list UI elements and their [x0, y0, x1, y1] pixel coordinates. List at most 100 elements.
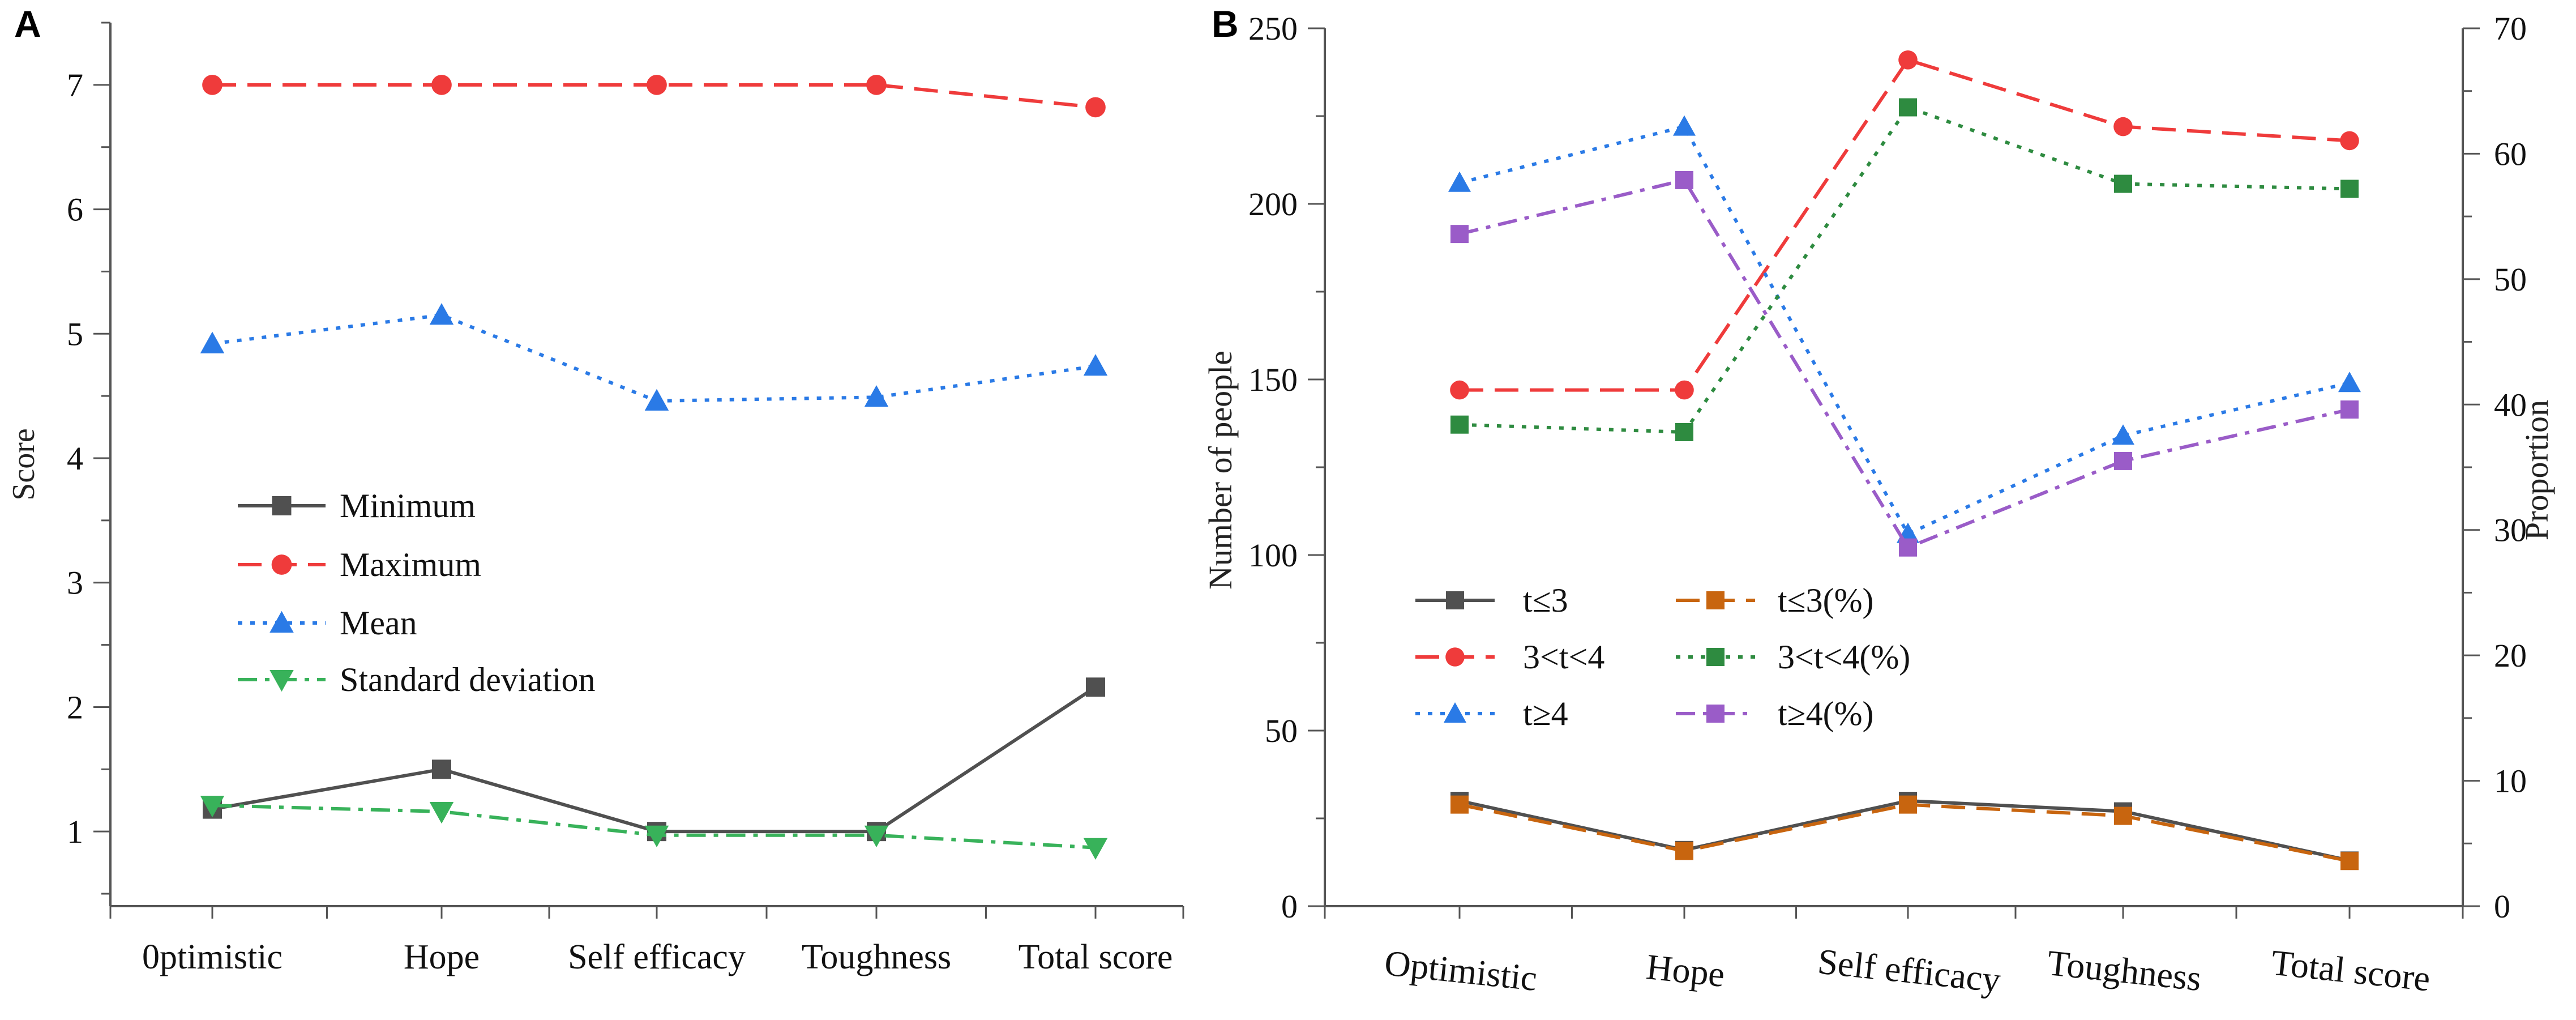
- legend-swatch-marker: [1706, 648, 1725, 666]
- panel-a-y-tick-label: 7: [67, 67, 83, 104]
- panel-b-x-label-total-score: Total score: [2269, 942, 2432, 999]
- panel-b-series-3lttlt4-point-5: [2340, 131, 2359, 151]
- panel-b-y2-tick-label: 10: [2494, 763, 2527, 800]
- panel-a-series-standard-deviation-point-1: [200, 796, 225, 818]
- panel-b-series-tle3-pct-point-1: [1450, 795, 1469, 814]
- panel-b-series-tge4-point-1: [1448, 171, 1471, 192]
- legend-swatch-marker: [271, 554, 292, 575]
- panel-b-legend-item-3lttlt4-pct: 3<t<4(%): [1778, 638, 1910, 676]
- panel-b-legend: t≤3 3<t<4 t≥4 t≤3(%) 3<t<4(%) t≥4(%): [1415, 582, 1910, 732]
- panel-b-series-3lttlt4-point-4: [2113, 117, 2133, 136]
- legend-swatch-marker: [1446, 591, 1464, 609]
- panel-b-y-tick-label: 100: [1248, 537, 1298, 574]
- panel-a-series-standard-deviation-point-2: [429, 802, 454, 824]
- legend-swatch-marker: [269, 611, 294, 633]
- panel-a-series-maximum-point-4: [866, 75, 887, 95]
- panel-b-x-label-hope: Hope: [1645, 946, 1727, 995]
- panel-a-y-tick-label: 4: [67, 440, 83, 477]
- panel-b-series-tle3-pct-point-4: [2114, 806, 2132, 825]
- panel-a-legend: Minimum Maximum Mean Standard deviation: [238, 487, 596, 698]
- panel-b-series-tge4-pct-point-2: [1675, 170, 1693, 189]
- panel-a-legend-item-minimum: Minimum: [340, 487, 476, 524]
- legend-swatch-marker: [1706, 591, 1725, 609]
- panel-b-series-tge4-point-4: [2112, 424, 2134, 445]
- panel-a-x-label-0ptimistic: 0ptimistic: [142, 938, 283, 976]
- panel-b-series-tge4-point-5: [2338, 372, 2361, 392]
- legend-swatch-marker: [1444, 702, 1466, 723]
- panel-b-y-title: Number of people: [1202, 351, 1239, 590]
- panel-b-series-tle3-pct-point-5: [2340, 852, 2359, 870]
- panel-b-legend-item-tge4-pct: t≥4(%): [1778, 695, 1874, 732]
- panel-a-series-maximum-point-3: [647, 75, 667, 95]
- panel-a-y-tick-label: 5: [67, 315, 83, 352]
- panel-b-y-tick-label: 200: [1248, 186, 1298, 223]
- panel-b-series-tge4-pct-point-1: [1450, 225, 1469, 244]
- panel-a-series-mean-point-1: [200, 331, 225, 353]
- panel-b-series-tle3-pct-point-3: [1899, 795, 1917, 814]
- panel-b-series-3lttlt4-pct-point-3: [1899, 98, 1917, 117]
- panel-a-series-mean-line: [212, 313, 1096, 403]
- panel-b-y2-tick-label: 50: [2494, 261, 2527, 298]
- panel-b-y-tick-label: 250: [1248, 10, 1298, 47]
- panel-a-y-tick-label: 2: [67, 689, 83, 725]
- panel-b-series-tge4-point-2: [1673, 115, 1696, 136]
- panel-b-series-tge4-line: [1459, 125, 2350, 536]
- panel-b-legend-item-3lttlt4: 3<t<4: [1523, 638, 1604, 676]
- panel-b-y2-tick-label: 0: [2494, 888, 2510, 925]
- panel-a-x-label-self-efficacy: Self efficacy: [568, 938, 746, 976]
- panel-a-series-standard-deviation-point-3: [644, 825, 669, 848]
- panel-a-y-tick-label: 1: [67, 813, 83, 850]
- panel-b-people-chart: B 0 50 100 150 200 250 0 10 20 30 40 50 60 70 Optimisti…: [1202, 3, 2555, 1000]
- panel-b-series-tle3-pct-point-2: [1675, 842, 1693, 860]
- panel-a-series-maximum-point-5: [1085, 97, 1106, 118]
- panel-b-series-tge4-pct-line: [1459, 178, 2350, 549]
- panel-b-x-label-optimistic: Optimistic: [1383, 942, 1539, 998]
- panel-a-legend-item-standard-deviation: Standard deviation: [340, 661, 596, 698]
- panel-a-x-label-hope: Hope: [404, 938, 480, 976]
- panel-b-legend-item-tle3-pct: t≤3(%): [1778, 582, 1874, 619]
- panel-b-series-3lttlt4-pct-point-5: [2340, 180, 2359, 198]
- legend-swatch-marker: [1706, 705, 1725, 723]
- panel-a-series-maximum-point-2: [431, 75, 452, 95]
- panel-a-legend-item-maximum: Maximum: [340, 546, 481, 583]
- panel-b-series-3lttlt4-pct-point-4: [2114, 174, 2132, 193]
- panel-a-series-minimum-point-2: [432, 759, 451, 779]
- panel-b-y-tick-label: 150: [1248, 361, 1298, 398]
- panel-a-series-mean-point-2: [429, 303, 454, 325]
- panel-a-x-label-total-score: Total score: [1019, 938, 1173, 976]
- legend-swatch-marker: [269, 670, 294, 692]
- panel-a-y-tick-label: 3: [67, 565, 83, 601]
- panel-b-x-label-self-efficacy: Self efficacy: [1816, 941, 2002, 1000]
- panel-a-series-mean-point-4: [864, 385, 889, 407]
- panel-b-series-3lttlt4-point-3: [1898, 50, 1918, 70]
- panel-b-series-3lttlt4-pct-point-1: [1450, 415, 1469, 434]
- panel-a-legend-item-mean: Mean: [340, 604, 417, 642]
- panel-b-x-label-toughness: Toughness: [2046, 942, 2203, 998]
- panel-b-y2-tick-label: 60: [2494, 135, 2527, 172]
- panel-b-y2-title: Proportion: [2518, 400, 2555, 540]
- panel-b-series-tge4-pct-point-4: [2114, 451, 2132, 470]
- panel-b-series-3lttlt4-point-2: [1675, 380, 1694, 400]
- panel-a-y-title: Score: [6, 428, 41, 501]
- panel-b-y2-tick-label: 20: [2494, 637, 2527, 674]
- panel-a-label: A: [14, 3, 41, 45]
- panel-b-y-tick-label: 0: [1281, 888, 1298, 925]
- panel-b-y2-tick-label: 40: [2494, 386, 2527, 423]
- panel-a-series-maximum-point-1: [202, 75, 222, 95]
- legend-swatch-marker: [1445, 647, 1465, 667]
- panel-a-series-minimum-point-5: [1086, 677, 1105, 697]
- panel-b-legend-item-tle3: t≤3: [1523, 582, 1568, 619]
- panel-b-series-3lttlt4-pct-point-2: [1675, 423, 1693, 441]
- panel-a-series-mean-point-5: [1083, 354, 1108, 376]
- panel-b-y2-tick-label: 30: [2494, 512, 2527, 549]
- panel-b-series-3lttlt4-pct-line: [1459, 105, 2350, 434]
- panel-b-y2-tick-label: 70: [2494, 10, 2527, 47]
- panel-b-y-tick-label: 50: [1265, 712, 1298, 749]
- panel-b-series-3lttlt4-line: [1460, 58, 2350, 392]
- panel-b-series-tge4-pct-point-3: [1899, 538, 1917, 557]
- panel-a-x-label-toughness: Toughness: [802, 938, 951, 976]
- panel-a-y-tick-label: 6: [67, 191, 83, 228]
- panel-a-series-mean-point-3: [644, 389, 669, 411]
- panel-a-series-standard-deviation-point-5: [1083, 838, 1108, 860]
